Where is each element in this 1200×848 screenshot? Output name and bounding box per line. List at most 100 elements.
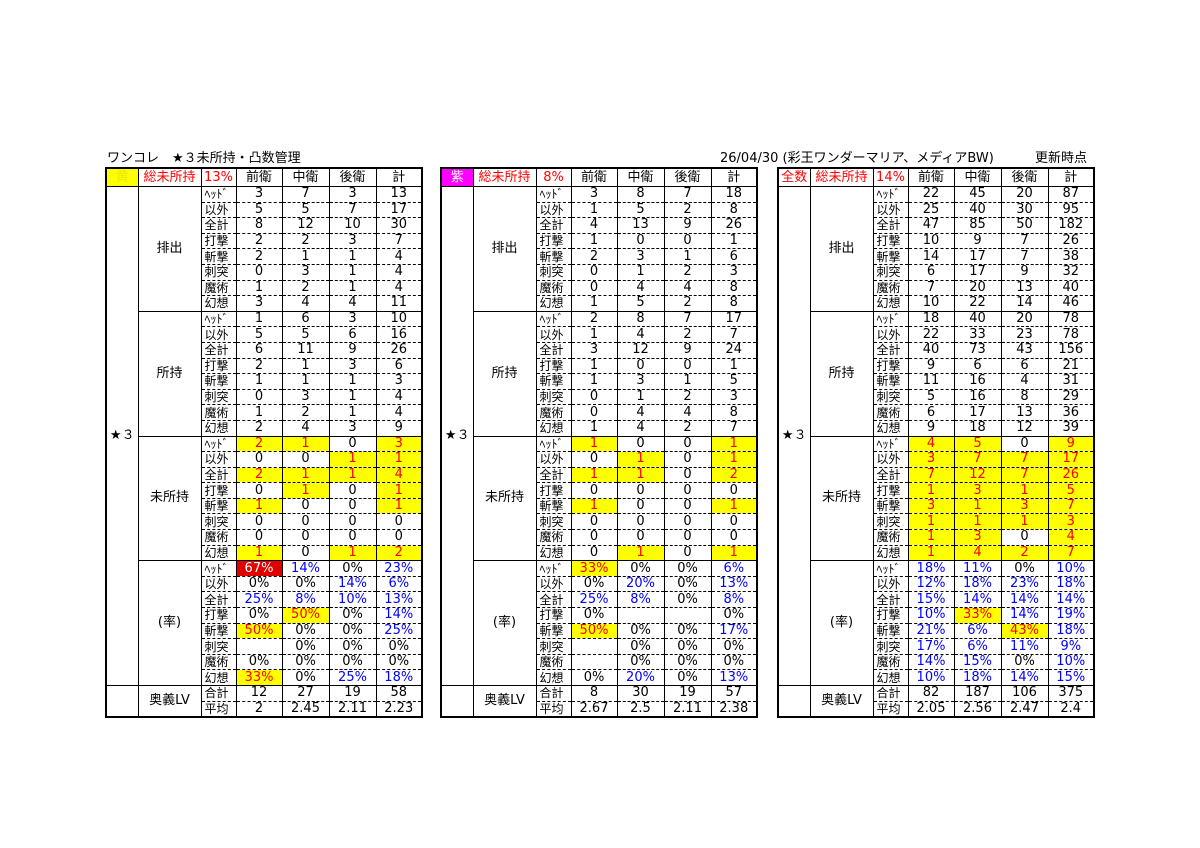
row-label: 以外 [200,451,237,468]
cell: 20 [1000,186,1049,203]
row-label: 平均 [535,701,572,718]
row-label: 合計 [535,685,572,702]
cell: 1 [710,233,758,250]
row-label: 全計 [200,591,237,609]
cell: 18% [1047,623,1095,640]
cell: 33% [953,607,1002,624]
cell: 1 [235,373,283,390]
data-row: 打撃 10 9 7 26 [778,233,1095,250]
data-row: 全計 25% 8% 10% 13% [106,591,423,609]
group-label: 排出 [809,186,874,312]
cell: 9 [907,358,955,375]
cell: 14% [907,654,955,671]
cell: 6 [328,326,377,343]
cell: 0 [281,498,330,515]
cell: 0 [663,358,712,375]
cell: 10 [907,295,955,312]
cell: 26 [710,217,758,234]
cell: 14% [328,576,377,593]
data-row: 刺突 0 3 1 4 [106,389,423,406]
cell: 7 [663,186,712,203]
cell: 14 [907,248,955,265]
cell: 4 [663,404,712,421]
cell: 9 [1000,264,1049,281]
row-label: 全計 [200,217,237,234]
data-row: 以外 0 0 1 1 [106,451,423,468]
cell: 7 [375,233,423,250]
cell: 4 [1047,529,1095,546]
data-row: 奥義LV 合計 12 27 19 58 [105,685,423,718]
cell: 1 [710,358,758,375]
cell: 7 [663,311,712,328]
summary-table: 紫総未所持 8% 前衛 中衛 後衛計 ★３ 排出 ﾍｯﾄﾞ 3 8 7 18 以外 1 5 2 8 全計 4 13 9 2… [440,167,758,719]
row-label: 斬撃 [200,498,237,515]
cell: 5 [710,373,758,390]
cell: 9 [663,217,712,234]
row-label: 打撃 [872,482,909,499]
cell: 187 [953,685,1002,702]
cell: 0 [328,529,377,546]
data-row: 魔術 7 20 13 40 [778,280,1095,297]
data-row: 以外 1 5 2 8 [441,202,758,219]
cell: 8 [616,311,665,328]
cell: 40 [1047,280,1095,297]
row-label: 刺突 [872,264,909,281]
row-label: 打撃 [535,233,572,250]
column-header: 計 [710,168,758,187]
cell: 73 [953,342,1002,359]
cell: 23 [1000,326,1049,343]
cell: 8 [1000,389,1049,406]
row-label: 全計 [535,342,572,359]
row-label: 打撃 [872,233,909,250]
cell: 2 [235,701,283,718]
cell: 1 [375,482,423,499]
cell: 0% [375,654,423,671]
data-row: 打撃 1 0 0 1 [441,358,758,375]
cell: 2 [1000,545,1049,562]
data-row: 斬撃 50% 0% 0% 25% [106,623,423,640]
cell: 3 [281,264,330,281]
row-label: ﾍｯﾄﾞ [200,311,237,328]
data-row: 幻想 33% 0% 25% 18% [106,669,423,686]
cell: 6% [710,560,758,577]
column-header: 後衛 [328,168,377,187]
data-row: ★３ 排出 ﾍｯﾄﾞ 3 7 3 13 [105,186,423,686]
cell: 156 [1047,342,1095,359]
cell: 0 [663,233,712,250]
cell: 0 [663,482,712,499]
cell: 2.38 [710,701,758,718]
cell: 1 [1000,513,1049,531]
cell: 0 [281,545,330,562]
row-label: 全計 [872,217,909,234]
cell: 7 [1000,248,1049,265]
header-row: 紫総未所持 8% 前衛 中衛 後衛計 [440,168,758,187]
row-label: 幻想 [872,545,909,562]
cell: 1 [710,498,758,515]
cell: 38 [1047,248,1095,265]
cell: 12 [616,342,665,359]
data-row: 斬撃 2 1 1 4 [106,248,423,265]
cell: 0 [663,467,712,484]
cell: 1 [328,264,377,281]
cell: 7 [328,202,377,219]
data-row: 斬撃 1 0 0 1 [441,498,758,515]
cell: 8 [710,202,758,219]
cell: 16 [953,373,1002,390]
cell: 6 [907,404,955,421]
data-row: 魔術 14% 15% 0% 10% [778,654,1095,671]
row-label: 幻想 [200,295,237,312]
cell: 78 [1047,311,1095,328]
cell: 8% [710,591,758,609]
cell: 1 [1000,482,1049,499]
cell: 17% [710,623,758,640]
cell: 24 [710,342,758,359]
data-row: 刺突 1 1 1 3 [778,513,1095,531]
cell: 3 [907,498,955,515]
cell: 2.05 [907,701,955,718]
row-label: 以外 [872,326,909,343]
cell: 2 [235,467,283,484]
group-label: 奥義LV [472,685,537,718]
data-row: 斬撃 11 16 4 31 [778,373,1095,390]
group-label: 所持 [809,311,874,437]
data-row: 斬撃 50% 0% 0% 17% [441,623,758,640]
